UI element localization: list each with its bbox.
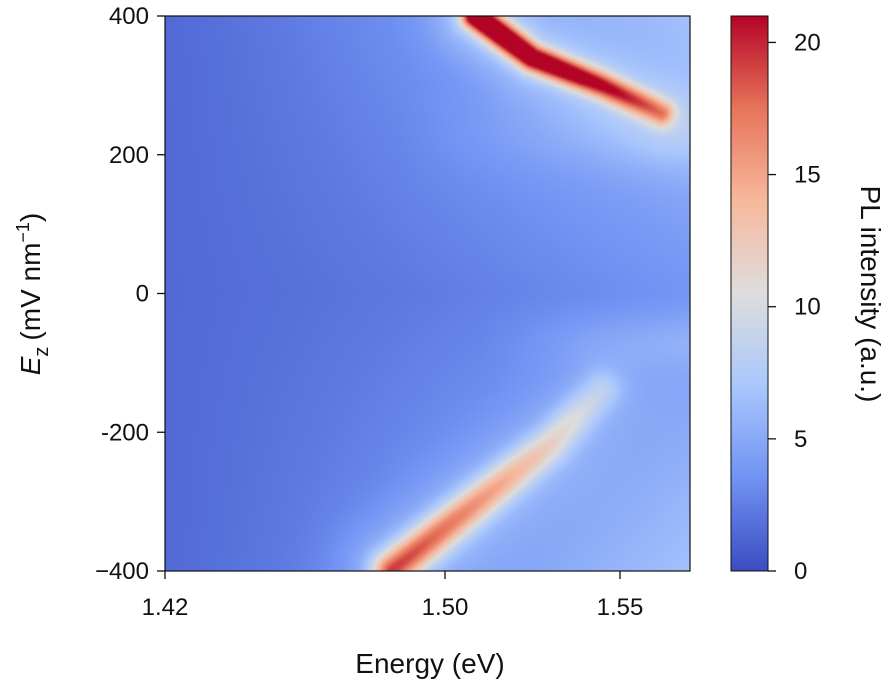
x-tick-label: 1.50: [422, 594, 469, 621]
colorbar-title: PL intensity (a.u.): [855, 186, 886, 403]
heatmap-image: [165, 16, 690, 571]
y-axis-title: Ez (mV nm−1): [13, 213, 53, 376]
y-tick-label: 200: [109, 142, 149, 169]
colorbar-tick-label: 15: [794, 162, 821, 189]
y-axis-title-close: ): [15, 213, 46, 222]
y-axis-title-subscript: z: [31, 347, 53, 357]
colorbar-tick-label: 0: [794, 558, 807, 585]
colorbar-tick-label: 5: [794, 426, 807, 453]
y-axis-title-unit: (mV nm: [15, 243, 46, 341]
y-tick-label: 0: [136, 281, 149, 308]
y-tick-label: −400: [95, 558, 149, 585]
y-axis-title-superscript: −1: [13, 222, 33, 243]
colorbar: [730, 15, 769, 572]
x-axis: 1.42 1.50 1.55: [142, 571, 644, 621]
colorbar-axis: 0 5 10 15 20: [768, 29, 821, 585]
y-axis: 400 200 0 -200 −400: [95, 3, 165, 585]
x-tick-label: 1.55: [597, 594, 644, 621]
colorbar-tick-label: 20: [794, 29, 821, 56]
colorbar-tick-label: 10: [794, 294, 821, 321]
y-tick-label: -200: [101, 419, 149, 446]
heatmap: [165, 16, 690, 571]
y-axis-title-symbol: E: [15, 356, 46, 375]
y-tick-label: 400: [109, 3, 149, 30]
x-axis-title: Energy (eV): [355, 648, 504, 679]
x-tick-label: 1.42: [142, 594, 189, 621]
